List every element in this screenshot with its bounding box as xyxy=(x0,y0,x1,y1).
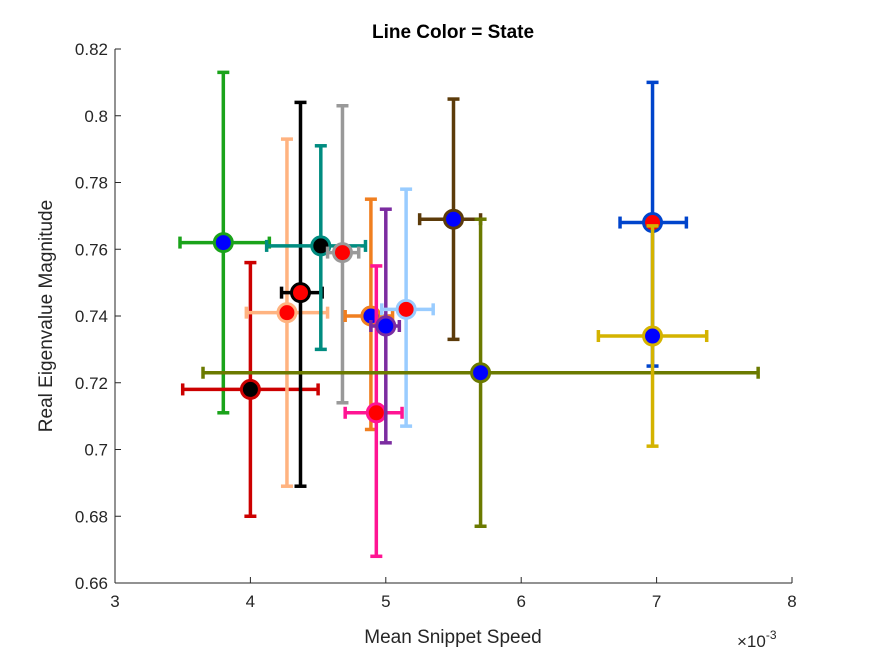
series-errorbar-group xyxy=(180,260,320,518)
data-marks xyxy=(178,70,760,559)
data-point xyxy=(375,315,397,337)
data-point xyxy=(365,402,387,424)
x-axis-exponent: ×10-3 xyxy=(737,628,777,651)
y-tick-label: 0.8 xyxy=(84,107,108,126)
y-axis-label: Real Eigenvalue Magnitude xyxy=(36,200,57,432)
y-tick-label: 0.78 xyxy=(75,174,108,193)
x-tick-label: 5 xyxy=(381,592,390,611)
series-errorbar-group xyxy=(596,224,709,448)
x-axis-label: Mean Snippet Speed xyxy=(364,627,541,648)
y-tick-label: 0.76 xyxy=(75,240,108,259)
y-tick-label: 0.74 xyxy=(75,307,108,326)
x-tick-label: 7 xyxy=(652,592,661,611)
series-errorbar-group xyxy=(417,97,483,342)
x-tick-label: 8 xyxy=(787,592,796,611)
x-tick-label: 3 xyxy=(110,592,119,611)
y-tick-label: 0.66 xyxy=(75,574,108,593)
x-axis-exponent-power: -3 xyxy=(766,628,777,642)
series-errorbar-group xyxy=(379,187,435,428)
data-point xyxy=(212,232,234,254)
y-tick-label: 0.68 xyxy=(75,507,108,526)
series-errorbar-group xyxy=(201,217,760,529)
series-errorbar-group xyxy=(178,70,272,415)
data-point xyxy=(395,298,417,320)
data-point xyxy=(443,208,464,230)
series-errorbar-group xyxy=(325,103,361,405)
x-tick-label: 4 xyxy=(246,592,255,611)
series-errorbar-group xyxy=(369,207,402,445)
axes: 3 4 5 6 7 8 0.66 0.68 0.7 0.72 0.74 0.76 0.78 0.8 0.82 xyxy=(75,40,797,611)
y-tick-label: 0.72 xyxy=(75,374,108,393)
data-point xyxy=(289,282,311,304)
chart-title: Line Color = State xyxy=(372,22,534,43)
series-errorbar-group xyxy=(279,100,324,488)
series-errorbar-group xyxy=(264,144,368,352)
x-axis-exponent-base: ×10 xyxy=(737,632,766,651)
data-point xyxy=(310,235,332,257)
y-tick-label: 0.7 xyxy=(84,441,108,460)
x-tick-label: 6 xyxy=(516,592,525,611)
data-point xyxy=(642,325,664,347)
data-point xyxy=(331,242,353,264)
data-point xyxy=(239,378,261,400)
y-tick-label: 0.82 xyxy=(75,40,108,59)
data-point xyxy=(470,362,492,384)
series-errorbar-group xyxy=(244,137,330,488)
data-point xyxy=(276,302,298,324)
